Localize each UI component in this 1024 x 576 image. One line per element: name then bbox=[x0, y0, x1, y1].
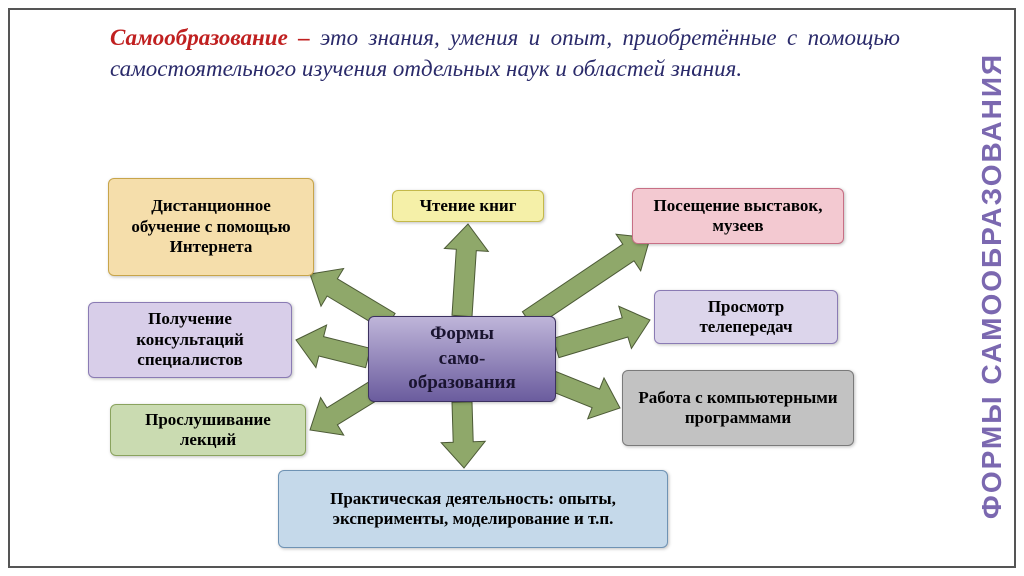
node-reading: Чтение книг bbox=[392, 190, 544, 222]
arrow bbox=[546, 371, 620, 419]
arrow bbox=[441, 402, 485, 468]
arrow bbox=[296, 325, 370, 368]
arrow bbox=[522, 234, 650, 328]
concept-diagram: Дистанционное обучение с помощью Интерне… bbox=[10, 10, 970, 570]
arrow bbox=[553, 306, 650, 357]
node-computer: Работа с компьютерными программами bbox=[622, 370, 854, 446]
vertical-title: ФОРМЫ САМООБРАЗОВАНИЯ bbox=[976, 6, 1008, 566]
node-lectures: Прослушивание лекций bbox=[110, 404, 306, 456]
node-practice: Практическая деятельность: опыты, экспер… bbox=[278, 470, 668, 548]
node-tv: Просмотр телепередач bbox=[654, 290, 838, 344]
node-distance: Дистанционное обучение с помощью Интерне… bbox=[108, 178, 314, 276]
node-museums: Посещение выставок, музеев bbox=[632, 188, 844, 244]
slide-frame: ФОРМЫ САМООБРАЗОВАНИЯ Самообразование – … bbox=[8, 8, 1016, 568]
center-node: Формы само- образования bbox=[368, 316, 556, 402]
arrow bbox=[444, 224, 488, 317]
node-consult: Получение консультаций специалистов bbox=[88, 302, 292, 378]
